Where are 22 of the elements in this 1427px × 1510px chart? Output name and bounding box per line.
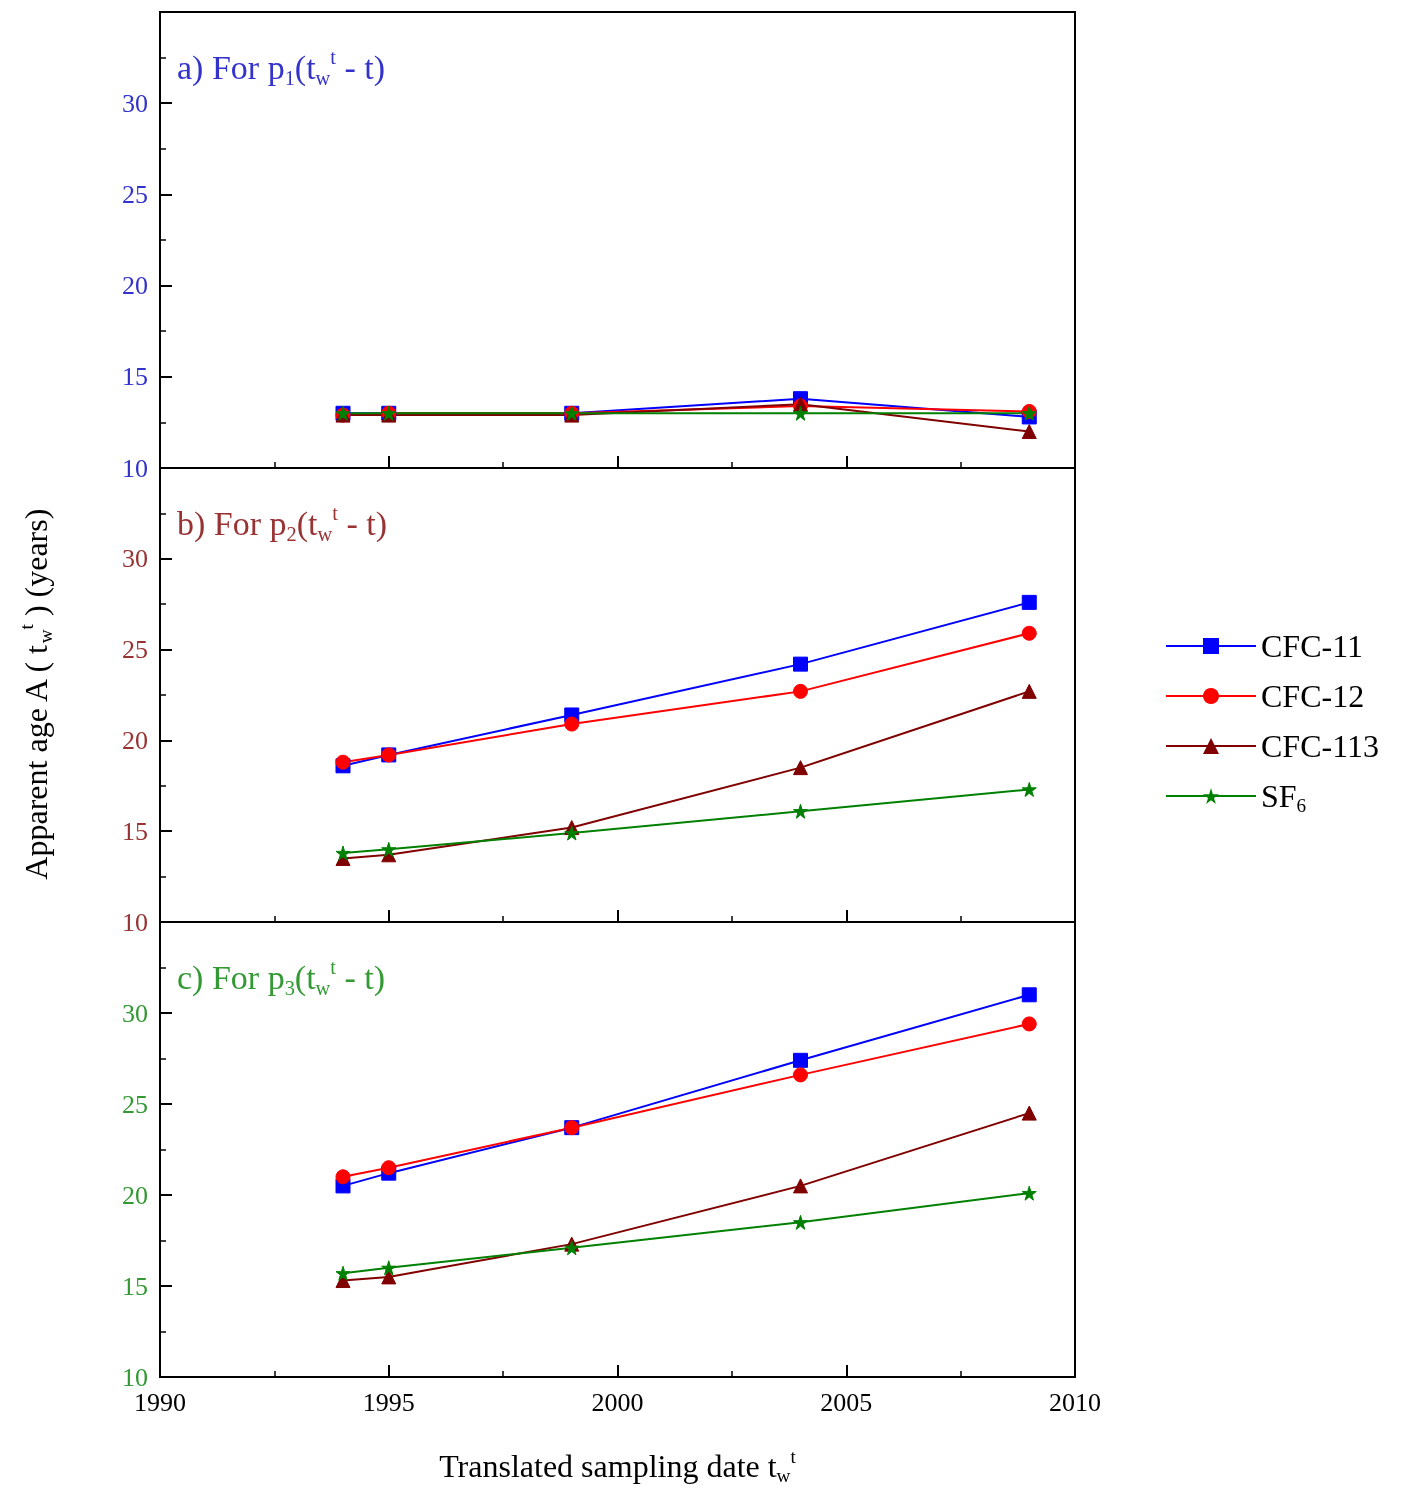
x-tick-label: 2000 bbox=[591, 1387, 644, 1417]
x-tick-label: 2005 bbox=[820, 1387, 873, 1417]
y-tick-label: 25 bbox=[122, 635, 148, 665]
y-tick-label: 30 bbox=[122, 544, 148, 574]
legend-label: CFC-113 bbox=[1261, 728, 1379, 764]
legend-label: CFC-12 bbox=[1261, 678, 1365, 714]
legend-label: CFC-11 bbox=[1261, 628, 1363, 664]
y-tick-label: 25 bbox=[122, 179, 148, 209]
y-tick-label: 10 bbox=[122, 453, 148, 483]
y-tick-label: 20 bbox=[122, 725, 148, 755]
y-tick-label: 15 bbox=[122, 1271, 148, 1301]
y-tick-label: 20 bbox=[122, 1180, 148, 1210]
y-axis-title: Apparent age A ( twt ) (years) bbox=[15, 508, 56, 880]
y-tick-label: 20 bbox=[122, 271, 148, 301]
y-tick-label: 30 bbox=[122, 998, 148, 1028]
y-tick-label: 25 bbox=[122, 1089, 148, 1119]
y-tick-label: 30 bbox=[122, 88, 148, 118]
x-tick-label: 1995 bbox=[362, 1387, 415, 1417]
y-tick-label: 15 bbox=[122, 816, 148, 846]
y-tick-label: 15 bbox=[122, 362, 148, 392]
x-tick-label: 2010 bbox=[1049, 1387, 1101, 1417]
y-tick-label: 10 bbox=[122, 907, 148, 937]
